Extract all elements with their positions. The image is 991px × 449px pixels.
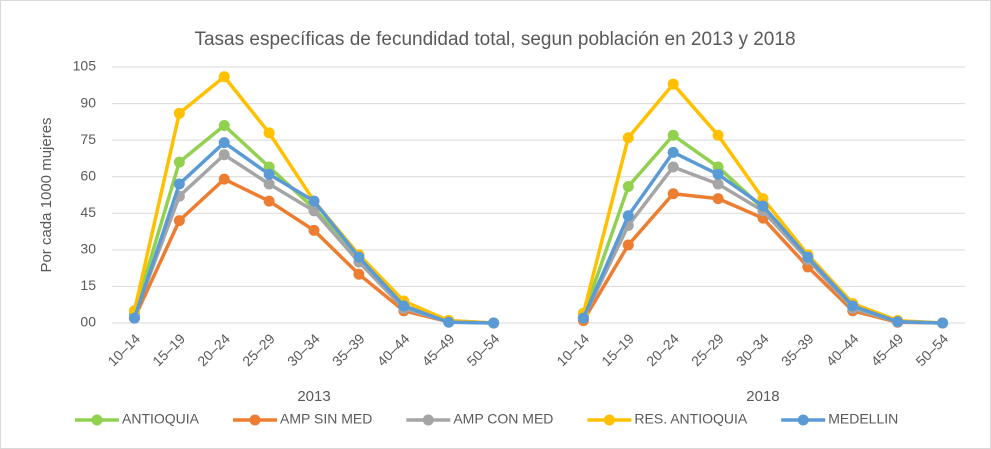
data-point <box>173 156 185 168</box>
data-point <box>353 251 365 263</box>
legend-label: MEDELLIN <box>828 411 898 427</box>
data-point <box>173 178 185 190</box>
data-point <box>757 200 769 212</box>
data-point <box>667 129 679 141</box>
data-point <box>488 317 500 329</box>
data-point <box>308 224 320 236</box>
data-point <box>577 312 589 324</box>
data-point <box>667 188 679 200</box>
legend-item: AMP SIN MED <box>233 411 372 427</box>
data-point <box>218 71 230 83</box>
data-point <box>622 132 634 144</box>
data-point <box>622 239 634 251</box>
y-axis-label: Por cada 1000 mujeres <box>38 117 55 272</box>
data-point <box>353 268 365 280</box>
legend-label: RES. ANTIOQUIA <box>634 411 747 427</box>
legend-item: MEDELLIN <box>781 411 898 427</box>
y-tick-label: 75 <box>80 131 96 147</box>
legend-marker <box>249 414 261 426</box>
data-point <box>667 161 679 173</box>
data-point <box>847 300 859 312</box>
data-point <box>712 178 724 190</box>
data-point <box>218 149 230 161</box>
data-point <box>308 195 320 207</box>
data-point <box>398 300 410 312</box>
data-point <box>667 146 679 158</box>
data-point <box>263 127 275 139</box>
y-tick-label: 45 <box>80 204 96 220</box>
y-tick-label: 00 <box>80 314 96 330</box>
data-point <box>218 120 230 132</box>
data-point <box>173 107 185 119</box>
y-tick-label: 30 <box>80 241 96 257</box>
legend-item: RES. ANTIOQUIA <box>587 411 748 427</box>
group-label: 2013 <box>297 388 330 405</box>
y-tick-label: 105 <box>73 58 97 74</box>
data-point <box>892 316 904 328</box>
y-tick-label: 90 <box>80 94 96 110</box>
y-tick-label: 15 <box>80 277 96 293</box>
legend-marker <box>797 414 809 426</box>
legend-item: ANTIOQUIA <box>75 411 200 427</box>
data-point <box>622 180 634 192</box>
data-point <box>712 193 724 205</box>
data-point <box>443 316 455 328</box>
data-point <box>712 129 724 141</box>
data-point <box>173 215 185 227</box>
legend-marker <box>91 414 103 426</box>
legend-marker <box>603 414 615 426</box>
legend-marker <box>422 414 434 426</box>
data-point <box>128 312 140 324</box>
data-point <box>308 205 320 217</box>
legend-label: AMP CON MED <box>453 411 553 427</box>
legend-label: ANTIOQUIA <box>122 411 200 427</box>
chart-title: Tasas específicas de fecundidad total, s… <box>194 29 795 50</box>
data-point <box>712 168 724 180</box>
data-point <box>263 178 275 190</box>
data-point <box>622 210 634 222</box>
data-point <box>263 195 275 207</box>
legend-item: AMP CON MED <box>406 411 553 427</box>
data-point <box>667 78 679 90</box>
data-point <box>937 317 949 329</box>
y-tick-label: 60 <box>80 167 96 183</box>
data-point <box>263 168 275 180</box>
legend-label: AMP SIN MED <box>280 411 372 427</box>
data-point <box>802 251 814 263</box>
data-point <box>218 173 230 185</box>
group-label: 2018 <box>746 388 779 405</box>
data-point <box>218 137 230 149</box>
